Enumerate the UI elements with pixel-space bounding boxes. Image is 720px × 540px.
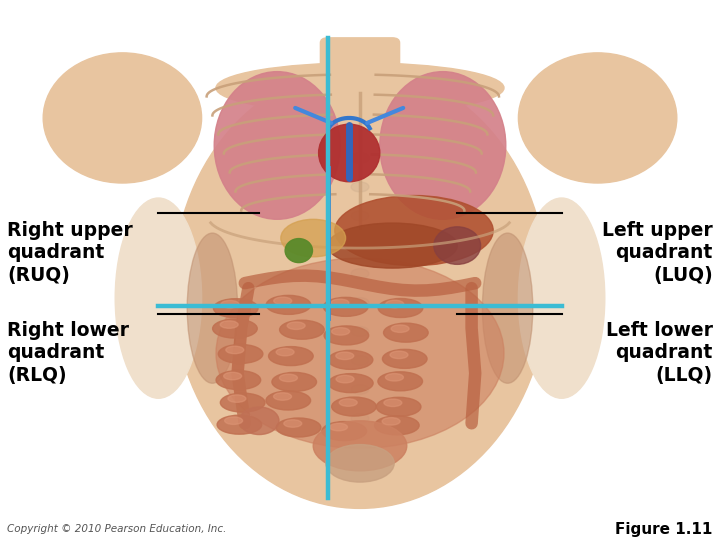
Ellipse shape [351,355,369,366]
Ellipse shape [382,349,427,368]
Ellipse shape [266,391,310,410]
Ellipse shape [287,322,305,329]
Ellipse shape [221,300,239,308]
Ellipse shape [318,124,380,182]
Ellipse shape [272,373,317,392]
Ellipse shape [385,374,403,381]
Ellipse shape [213,299,258,318]
Ellipse shape [351,269,369,279]
Ellipse shape [218,345,263,363]
Ellipse shape [274,393,292,400]
Ellipse shape [390,351,408,359]
Ellipse shape [226,346,244,354]
Ellipse shape [313,421,407,471]
Ellipse shape [269,347,313,366]
Ellipse shape [378,299,423,318]
Ellipse shape [115,198,202,399]
Ellipse shape [216,258,504,448]
FancyBboxPatch shape [320,38,400,88]
Ellipse shape [276,348,294,356]
Text: Right lower
quadrant
(RLQ): Right lower quadrant (RLQ) [7,321,129,385]
Ellipse shape [328,350,373,369]
Ellipse shape [331,299,349,307]
Ellipse shape [518,53,677,183]
Ellipse shape [225,417,243,424]
Ellipse shape [224,372,242,380]
Ellipse shape [284,420,302,427]
Ellipse shape [335,195,493,266]
Ellipse shape [173,68,547,508]
Ellipse shape [215,72,340,219]
Text: Left lower
quadrant
(LLQ): Left lower quadrant (LLQ) [606,321,713,385]
Ellipse shape [274,297,292,305]
Ellipse shape [332,328,350,335]
Ellipse shape [328,374,373,393]
Ellipse shape [518,198,605,399]
Ellipse shape [351,327,369,336]
Ellipse shape [43,53,202,183]
Text: Right upper
quadrant
(RUQ): Right upper quadrant (RUQ) [7,220,133,285]
Ellipse shape [330,423,348,431]
Ellipse shape [351,182,369,192]
Ellipse shape [220,393,265,412]
Ellipse shape [276,418,321,437]
Ellipse shape [351,298,369,308]
Text: Copyright © 2010 Pearson Education, Inc.: Copyright © 2010 Pearson Education, Inc. [7,524,227,534]
Ellipse shape [339,399,357,406]
Ellipse shape [322,422,366,441]
Ellipse shape [382,417,400,425]
Ellipse shape [266,295,311,314]
Ellipse shape [239,407,279,435]
Ellipse shape [351,413,369,423]
Ellipse shape [380,72,505,219]
Ellipse shape [374,416,419,435]
Ellipse shape [386,300,404,308]
Ellipse shape [328,223,457,268]
Ellipse shape [325,444,395,482]
Ellipse shape [281,219,346,257]
Text: Figure 1.11: Figure 1.11 [616,522,713,537]
Ellipse shape [279,374,297,382]
Ellipse shape [285,239,312,262]
Ellipse shape [433,227,481,265]
Text: Left upper
quadrant
(LUQ): Left upper quadrant (LUQ) [602,220,713,285]
Ellipse shape [384,323,428,342]
Ellipse shape [351,384,369,394]
Ellipse shape [324,326,369,345]
Ellipse shape [377,397,421,416]
Ellipse shape [351,153,369,163]
Ellipse shape [187,233,238,383]
Ellipse shape [336,375,354,383]
Ellipse shape [351,240,369,250]
Ellipse shape [216,63,504,113]
Ellipse shape [216,370,261,389]
Ellipse shape [482,233,533,383]
Ellipse shape [332,397,377,416]
Ellipse shape [351,211,369,221]
Ellipse shape [212,319,257,338]
Ellipse shape [391,325,409,333]
Ellipse shape [220,321,238,328]
Ellipse shape [323,298,368,316]
Ellipse shape [336,352,354,360]
Ellipse shape [279,320,324,339]
Ellipse shape [217,415,261,434]
Ellipse shape [228,395,246,402]
Ellipse shape [384,399,402,407]
Ellipse shape [378,372,423,391]
